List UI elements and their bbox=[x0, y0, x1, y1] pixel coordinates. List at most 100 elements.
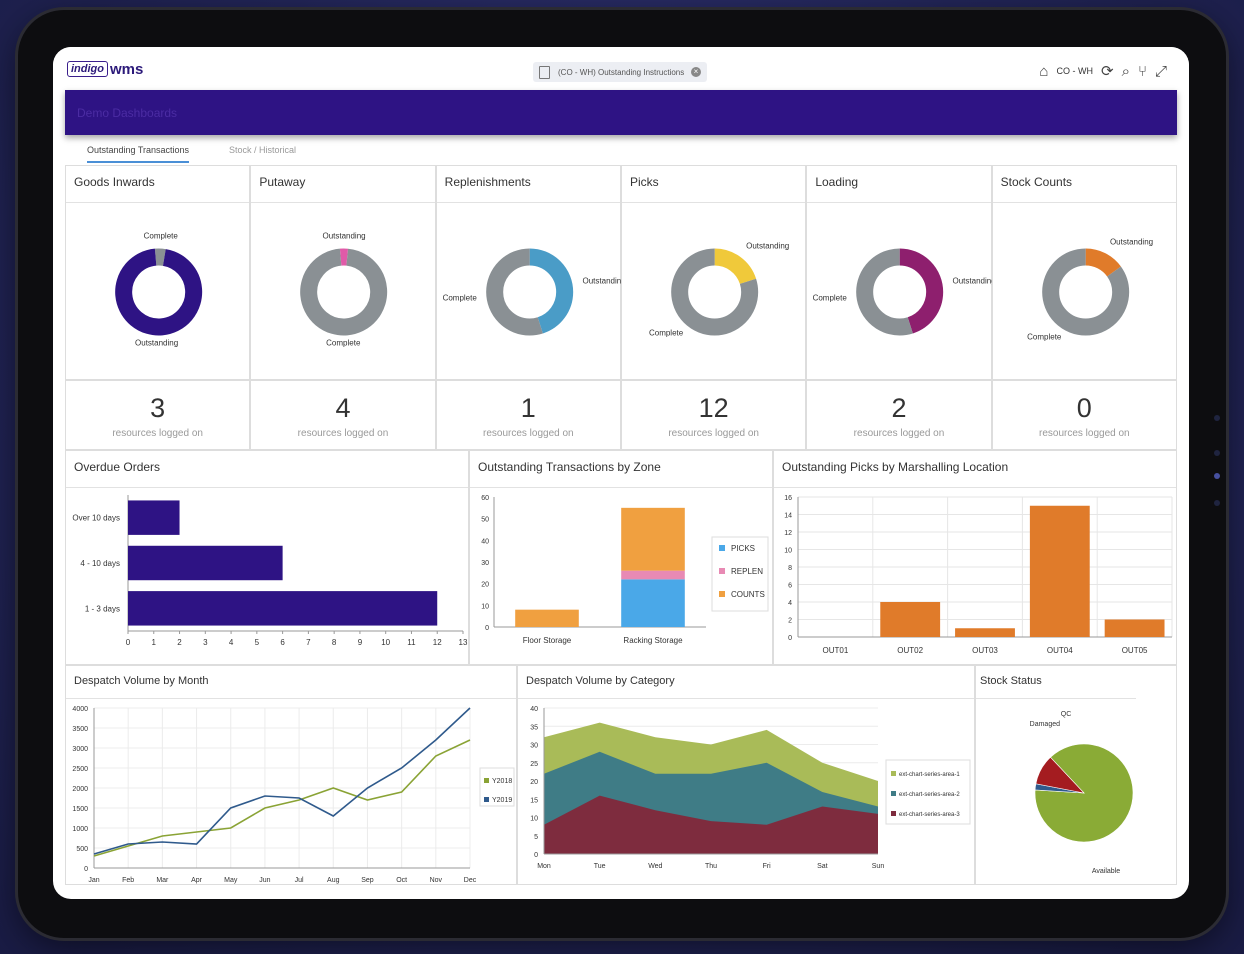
resource-count: 1 bbox=[520, 393, 536, 423]
panel-stock-status: Stock Status Available Damaged QC bbox=[975, 665, 1177, 885]
y-tick: 10 bbox=[481, 603, 489, 610]
donut-segment-outstanding[interactable] bbox=[115, 248, 203, 336]
donut-segment-outstanding[interactable] bbox=[671, 248, 759, 336]
y-tick: 1000 bbox=[72, 826, 88, 833]
x-tick: Jul bbox=[295, 877, 304, 884]
y-tick: 0 bbox=[534, 852, 538, 859]
bar-2[interactable] bbox=[128, 591, 438, 626]
donut-segment-complete[interactable] bbox=[1041, 248, 1129, 336]
y-tick: 4000 bbox=[72, 706, 88, 713]
y-tick: 3000 bbox=[72, 746, 88, 753]
donut-label: Complete bbox=[649, 328, 684, 337]
stacked-bar-segment[interactable] bbox=[621, 570, 685, 580]
panel-title: Stock Counts bbox=[1000, 175, 1073, 189]
x-tick: Oct bbox=[396, 877, 407, 884]
resource-count-card: 0 resources logged on bbox=[991, 380, 1177, 450]
x-tick: Nov bbox=[430, 877, 443, 884]
filter-icon[interactable]: ⑂ bbox=[1137, 62, 1147, 80]
donut-segment-outstanding[interactable] bbox=[856, 248, 944, 336]
y-tick: 1500 bbox=[72, 806, 88, 813]
y-tick: 20 bbox=[481, 582, 489, 589]
x-tick: Sun bbox=[872, 863, 885, 870]
category-label: OUT05 bbox=[1122, 646, 1148, 655]
legend-swatch bbox=[891, 771, 896, 776]
close-tab-icon[interactable]: × bbox=[691, 67, 701, 77]
y-tick: 0 bbox=[485, 625, 489, 632]
resource-count-label: resources logged on bbox=[853, 428, 945, 439]
bar-0[interactable] bbox=[128, 500, 180, 535]
stacked-bar-segment[interactable] bbox=[621, 507, 685, 571]
bar-out03[interactable] bbox=[955, 628, 1015, 637]
resource-count: 3 bbox=[150, 393, 166, 423]
y-tick: 12 bbox=[784, 530, 792, 537]
x-tick: 11 bbox=[407, 638, 416, 647]
x-tick: 3 bbox=[203, 638, 208, 647]
donut-label: Complete bbox=[813, 293, 848, 302]
pie-slice-qc[interactable] bbox=[1035, 756, 1085, 794]
logo-box: indigo bbox=[67, 61, 108, 77]
y-tick: 20 bbox=[530, 779, 538, 786]
donut-label: Outstanding bbox=[135, 338, 178, 347]
pie-label: Damaged bbox=[1030, 721, 1060, 728]
x-tick: 9 bbox=[358, 638, 363, 647]
x-tick: Fri bbox=[763, 863, 772, 870]
banner-title: Demo Dashboards bbox=[77, 106, 178, 120]
x-tick: Feb bbox=[122, 877, 134, 884]
toolbar: ⌂ CO - WH ⟳ ⌕ ⑂ ⤢ bbox=[1039, 62, 1167, 81]
panel-title: Loading bbox=[815, 175, 859, 189]
donut-chart: Outstanding Complete bbox=[1027, 237, 1153, 341]
legend-label: ext-chart-series-area-2 bbox=[899, 792, 960, 798]
legend bbox=[885, 759, 971, 825]
resource-count: 4 bbox=[335, 393, 351, 423]
panel-title: Despatch Volume by Month bbox=[74, 675, 209, 687]
area-series-3[interactable] bbox=[544, 795, 878, 854]
legend-label: ext-chart-series-area-3 bbox=[899, 812, 960, 818]
donut-segment-outstanding[interactable] bbox=[485, 248, 573, 336]
tablet-camera bbox=[1214, 473, 1220, 479]
donut-chart: Outstanding Complete bbox=[813, 248, 992, 336]
search-icon[interactable]: ⌕ bbox=[1121, 62, 1130, 80]
category-label: OUT01 bbox=[823, 646, 849, 655]
bar-out04[interactable] bbox=[1029, 505, 1090, 637]
panel-transactions-by-zone: Outstanding Transactions by Zone 0 10 20 30… bbox=[469, 450, 773, 665]
x-tick: Sat bbox=[817, 863, 828, 870]
stacked-bar-segment[interactable] bbox=[621, 579, 685, 627]
category-label: OUT03 bbox=[972, 646, 998, 655]
fullscreen-icon[interactable]: ⤢ bbox=[1154, 62, 1167, 80]
despatch-by-category-chart: 0 5 10 15 20 25 30 35 40 Mon Tue Wed Thu Fri Sat Sun ext… bbox=[530, 706, 971, 870]
panel-despatch-by-category: Despatch Volume by Category 0 5 10 15 20 25 30… bbox=[517, 665, 975, 885]
resource-count-card: 1 resources logged on bbox=[435, 380, 621, 450]
bar-1[interactable] bbox=[128, 545, 283, 581]
x-tick: Apr bbox=[191, 877, 203, 884]
legend-swatch bbox=[484, 778, 489, 783]
donut-label: Outstanding bbox=[746, 242, 789, 251]
tab-stock-historical[interactable]: Stock / Historical bbox=[229, 145, 297, 155]
panel-overdue-orders: Overdue Orders Over 10 days 4 - 10 days 1 … bbox=[65, 450, 469, 665]
refresh-icon[interactable]: ⟳ bbox=[1100, 63, 1114, 80]
app-logo[interactable]: indigo wms bbox=[67, 57, 143, 81]
x-tick: Jan bbox=[88, 877, 99, 884]
category-label: OUT02 bbox=[897, 646, 923, 655]
warehouse-icon[interactable]: ⌂ bbox=[1039, 62, 1049, 80]
resource-count-label: resources logged on bbox=[1039, 428, 1130, 439]
tab-bar: Outstanding Transactions Stock / Histori… bbox=[65, 141, 1177, 166]
bar-out02[interactable] bbox=[880, 602, 941, 637]
series-line-y2018[interactable] bbox=[93, 739, 471, 857]
warehouse-label[interactable]: CO - WH bbox=[1056, 66, 1093, 76]
pie-label: QC bbox=[1061, 711, 1072, 718]
legend-label: COUNTS bbox=[731, 590, 765, 599]
series-line-y2019[interactable] bbox=[93, 707, 471, 855]
resource-count-label: resources logged on bbox=[112, 428, 203, 439]
resource-count-label: resources logged on bbox=[668, 428, 759, 439]
donut-segment-complete[interactable] bbox=[300, 248, 388, 336]
stacked-bar-segment[interactable] bbox=[515, 609, 579, 627]
donut-label: Complete bbox=[442, 293, 477, 302]
donut-chart: Outstanding Complete bbox=[442, 248, 622, 336]
bar-out05[interactable] bbox=[1104, 619, 1165, 638]
document-tab[interactable]: (CO - WH) Outstanding Instructions × bbox=[533, 62, 707, 82]
y-tick: 60 bbox=[481, 495, 489, 502]
category-label: OUT04 bbox=[1047, 646, 1073, 655]
tab-outstanding-transactions[interactable]: Outstanding Transactions bbox=[87, 145, 190, 163]
